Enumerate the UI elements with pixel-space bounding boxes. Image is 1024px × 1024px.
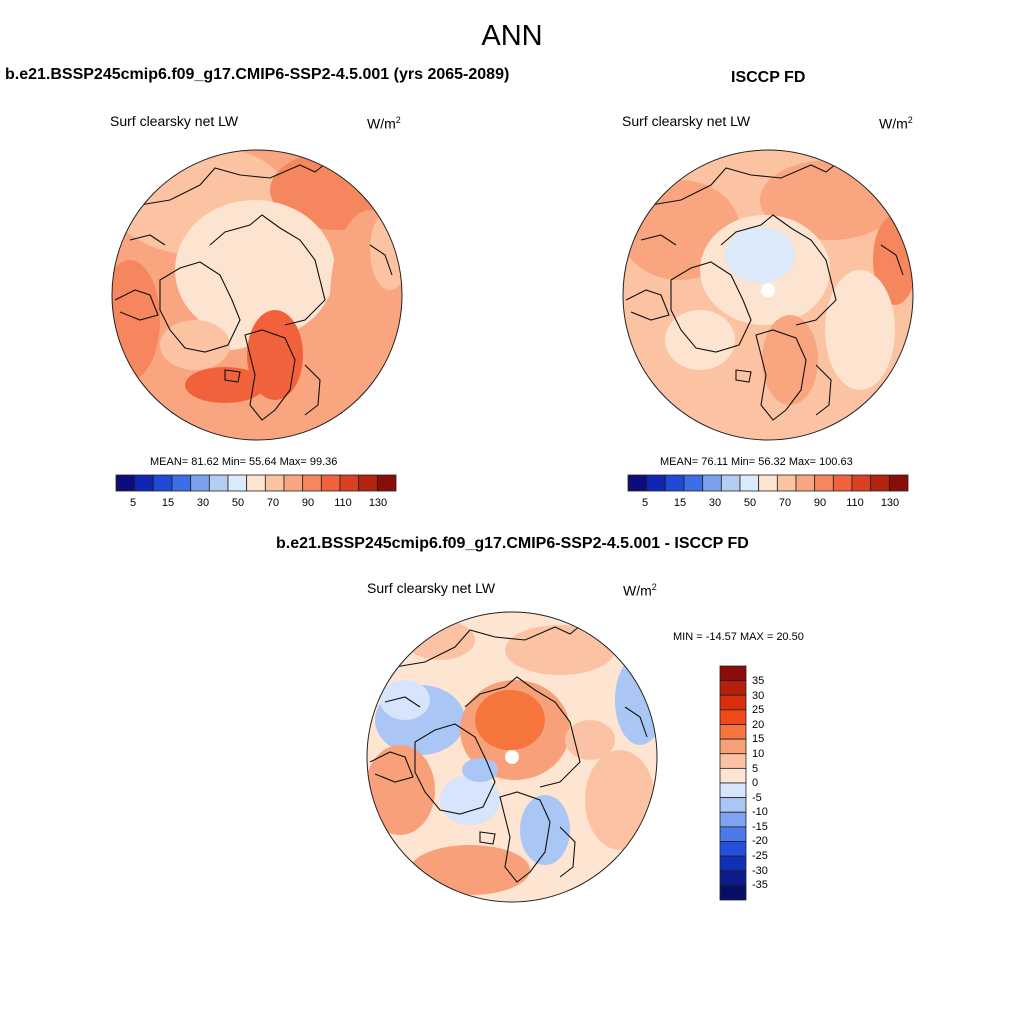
map-obs — [623, 150, 913, 440]
cb-diff-tick: 30 — [752, 690, 765, 702]
colorbar-swatch — [227, 474, 248, 492]
panel-obs-variable: Surf clearsky net LW — [622, 113, 751, 129]
colorbar-swatch — [719, 753, 747, 769]
cb-diff-tick: -5 — [752, 792, 762, 804]
colorbar-obs — [627, 474, 909, 492]
cb-diff-tick: 20 — [752, 719, 765, 731]
colorbar-swatch — [795, 474, 816, 492]
colorbar-swatch — [832, 474, 853, 492]
colorbar-swatch — [683, 474, 704, 492]
panel-obs-units: W/m2 — [879, 115, 913, 132]
cb-model-tick: 50 — [231, 497, 245, 509]
cb-diff-tick: -25 — [752, 850, 768, 862]
cb-diff-tick: -35 — [752, 879, 768, 891]
colorbar-swatch — [719, 738, 747, 755]
colorbar-swatch — [376, 474, 397, 492]
colorbar-swatch — [870, 474, 890, 492]
colorbar-swatch — [152, 474, 173, 492]
panel-model-variable: Surf clearsky net LW — [110, 113, 239, 129]
cb-obs-tick: 30 — [708, 497, 722, 509]
colorbar-swatch — [719, 841, 747, 857]
cb-diff-tick: 35 — [752, 675, 765, 687]
cb-diff-tick: -15 — [752, 821, 768, 833]
coastlines-diff — [369, 621, 648, 883]
panel-diff-units: W/m2 — [623, 582, 657, 599]
colorbar-swatch — [719, 797, 747, 813]
colorbar-swatch — [358, 474, 378, 492]
colorbar-swatch — [719, 826, 747, 842]
colorbar-swatch — [739, 474, 760, 492]
cb-model-tick: 110 — [334, 497, 352, 509]
panel-diff-stats: MIN = -14.57 MAX = 20.50 — [673, 631, 804, 643]
map-diff — [367, 612, 657, 902]
colorbar-swatch — [719, 767, 747, 784]
colorbar-swatch — [758, 474, 778, 492]
colorbar-swatch — [720, 474, 741, 492]
figure-title: ANN — [481, 20, 543, 52]
map-model — [112, 150, 402, 440]
cb-obs-tick: 50 — [743, 497, 757, 509]
panel-diff-title: b.e21.BSSP245cmip6.f09_g17.CMIP6-SSP2-4.… — [276, 535, 749, 552]
cb-diff-tick: 0 — [752, 777, 759, 789]
panel-model-stats: MEAN= 81.62 Min= 55.64 Max= 99.36 — [150, 456, 338, 468]
cb-obs-tick: 5 — [641, 497, 649, 509]
colorbar-swatch — [719, 665, 747, 682]
cb-diff-tick: 5 — [752, 763, 759, 775]
colorbar-swatch — [719, 709, 747, 725]
colorbar-swatch — [664, 474, 685, 492]
colorbar-swatch — [719, 884, 747, 901]
colorbar-model — [115, 474, 397, 492]
colorbar-swatch — [246, 474, 266, 492]
colorbar-swatch — [171, 474, 192, 492]
colorbar-swatch — [339, 474, 360, 492]
cb-diff-tick: 15 — [752, 733, 765, 745]
cb-obs-tick: 130 — [880, 497, 900, 509]
cb-model-tick: 70 — [266, 497, 280, 509]
colorbar-swatch — [851, 474, 872, 492]
colorbar-swatch — [264, 474, 285, 492]
colorbar-swatch — [115, 474, 136, 492]
colorbar-swatch — [627, 474, 648, 492]
colorbar-swatch — [719, 870, 747, 886]
cb-model-tick: 15 — [161, 497, 175, 509]
cb-model-tick: 30 — [196, 497, 210, 509]
panel-model-title: b.e21.BSSP245cmip6.f09_g17.CMIP6-SSP2-4.… — [5, 66, 510, 83]
colorbar-swatch — [320, 474, 341, 492]
panel-diff-variable: Surf clearsky net LW — [367, 580, 496, 596]
cb-obs-tick: 15 — [673, 497, 687, 509]
panel-obs-stats: MEAN= 76.11 Min= 56.32 Max= 100.63 — [660, 456, 853, 468]
colorbar-swatch — [814, 474, 834, 492]
colorbar-swatch — [719, 811, 747, 828]
colorbar-swatch — [888, 474, 909, 492]
colorbar-swatch — [719, 782, 747, 799]
cb-obs-tick: 110 — [846, 497, 864, 509]
cb-diff-tick: -20 — [752, 835, 768, 847]
colorbar-swatch — [719, 694, 747, 711]
cb-diff-tick: -10 — [752, 806, 768, 818]
cb-diff-tick: 10 — [752, 748, 765, 760]
cb-diff-tick: -30 — [752, 865, 768, 877]
cb-model-tick: 130 — [368, 497, 388, 509]
colorbar-swatch — [646, 474, 666, 492]
colorbar-swatch — [283, 474, 304, 492]
colorbar-diff — [719, 665, 747, 901]
colorbar-swatch — [776, 474, 797, 492]
colorbar-swatch — [719, 724, 747, 740]
panel-model-units: W/m2 — [367, 115, 401, 132]
cb-model-tick: 5 — [129, 497, 137, 509]
colorbar-swatch — [134, 474, 154, 492]
cb-obs-tick: 90 — [813, 497, 827, 509]
cb-obs-tick: 70 — [778, 497, 792, 509]
colorbar-swatch — [208, 474, 229, 492]
colorbar-swatch — [302, 474, 322, 492]
colorbar-swatch — [719, 855, 747, 872]
colorbar-swatch — [190, 474, 210, 492]
colorbar-swatch — [702, 474, 722, 492]
panel-obs-title: ISCCP FD — [731, 69, 806, 86]
cb-diff-tick: 25 — [752, 704, 765, 716]
colorbar-swatch — [719, 680, 747, 696]
cb-model-tick: 90 — [301, 497, 315, 509]
